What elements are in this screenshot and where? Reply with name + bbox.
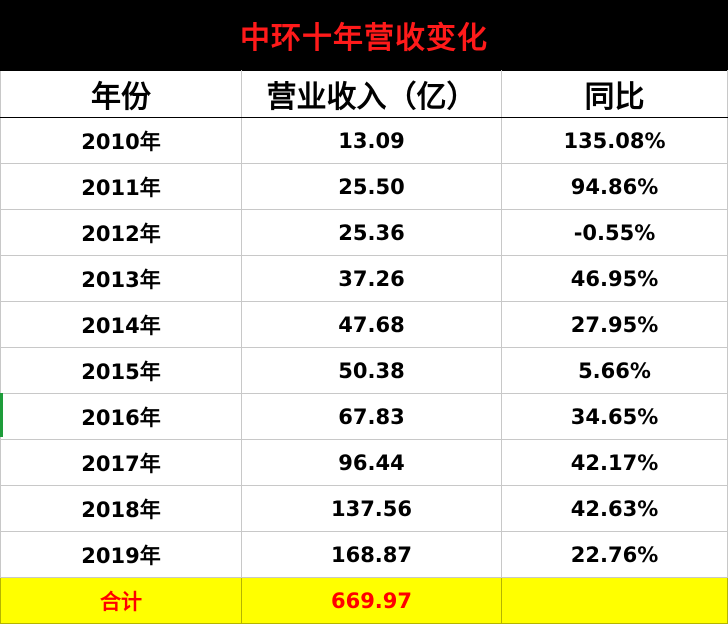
table-row: 2011年 25.50 94.86% <box>0 163 728 210</box>
cell-yoy[interactable]: 46.95% <box>501 255 728 302</box>
title-bar: 中环十年营收变化 <box>0 0 728 70</box>
table-row: 2017年 96.44 42.17% <box>0 439 728 486</box>
cell-revenue[interactable]: 13.09 <box>241 117 502 164</box>
cell-revenue[interactable]: 37.26 <box>241 255 502 302</box>
table-row: 2015年 50.38 5.66% <box>0 347 728 394</box>
table-title: 中环十年营收变化 <box>240 21 488 56</box>
revenue-table: 年份 营业收入（亿） 同比 2010年 13.09 135.08% 2011年 … <box>0 70 728 624</box>
cell-yoy[interactable]: 42.63% <box>501 485 728 532</box>
cell-year[interactable]: 2012年 <box>0 209 242 256</box>
cell-yoy[interactable]: -0.55% <box>501 209 728 256</box>
cell-revenue[interactable]: 50.38 <box>241 347 502 394</box>
total-yoy[interactable] <box>501 577 728 624</box>
cell-year[interactable]: 2015年 <box>0 347 242 394</box>
cell-revenue[interactable]: 47.68 <box>241 301 502 348</box>
cell-yoy[interactable]: 5.66% <box>501 347 728 394</box>
table-row: 2010年 13.09 135.08% <box>0 117 728 164</box>
header-year[interactable]: 年份 <box>0 70 242 118</box>
cell-year[interactable]: 2014年 <box>0 301 242 348</box>
total-label[interactable]: 合计 <box>0 577 242 624</box>
cell-revenue[interactable]: 168.87 <box>241 531 502 578</box>
cell-year[interactable]: 2010年 <box>0 117 242 164</box>
cell-yoy[interactable]: 135.08% <box>501 117 728 164</box>
cell-yoy[interactable]: 34.65% <box>501 393 728 440</box>
cell-revenue[interactable]: 67.83 <box>241 393 502 440</box>
cell-revenue[interactable]: 96.44 <box>241 439 502 486</box>
header-revenue[interactable]: 营业收入（亿） <box>241 70 502 118</box>
table-row: 2016年 67.83 34.65% <box>0 393 728 440</box>
cell-revenue[interactable]: 25.36 <box>241 209 502 256</box>
cell-yoy[interactable]: 22.76% <box>501 531 728 578</box>
header-row: 年份 营业收入（亿） 同比 <box>0 70 728 118</box>
cell-yoy[interactable]: 27.95% <box>501 301 728 348</box>
cell-yoy[interactable]: 42.17% <box>501 439 728 486</box>
cell-revenue[interactable]: 25.50 <box>241 163 502 210</box>
header-yoy[interactable]: 同比 <box>501 70 728 118</box>
total-row: 合计 669.97 <box>0 577 728 624</box>
cell-year[interactable]: 2013年 <box>0 255 242 302</box>
total-revenue[interactable]: 669.97 <box>241 577 502 624</box>
table-row: 2013年 37.26 46.95% <box>0 255 728 302</box>
table-row: 2019年 168.87 22.76% <box>0 531 728 578</box>
cell-revenue[interactable]: 137.56 <box>241 485 502 532</box>
cell-year[interactable]: 2016年 <box>0 393 242 440</box>
table-row: 2014年 47.68 27.95% <box>0 301 728 348</box>
cell-year[interactable]: 2019年 <box>0 531 242 578</box>
table-row: 2012年 25.36 -0.55% <box>0 209 728 256</box>
cell-yoy[interactable]: 94.86% <box>501 163 728 210</box>
cell-year[interactable]: 2018年 <box>0 485 242 532</box>
cell-year[interactable]: 2011年 <box>0 163 242 210</box>
table-row: 2018年 137.56 42.63% <box>0 485 728 532</box>
selection-marker <box>0 393 3 437</box>
cell-year[interactable]: 2017年 <box>0 439 242 486</box>
